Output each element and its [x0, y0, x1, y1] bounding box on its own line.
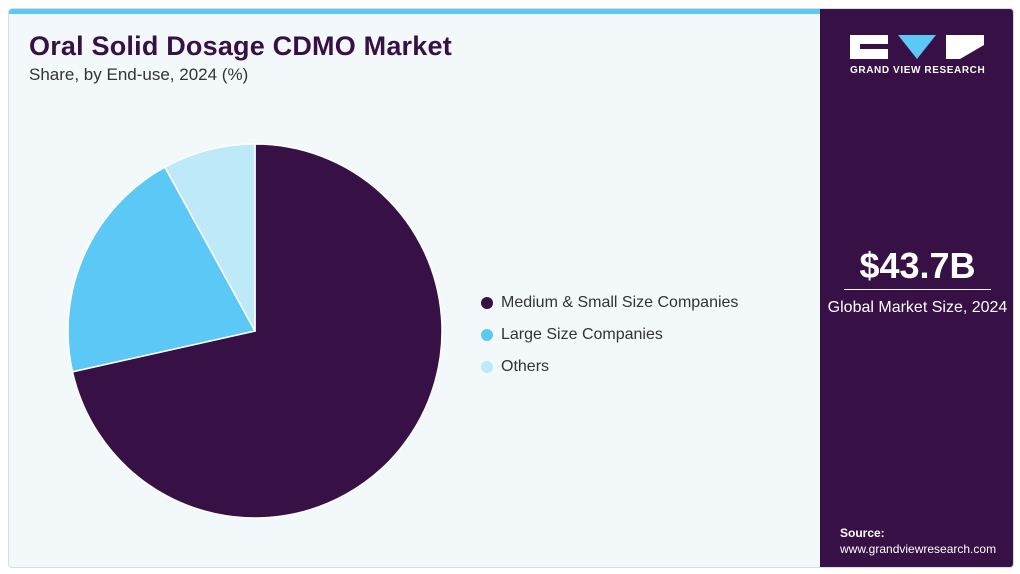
- chart-card: Oral Solid Dosage CDMO Market Share, by …: [8, 8, 1014, 568]
- brand-logo: GRAND VIEW RESEARCH: [850, 35, 990, 76]
- legend-swatch: [481, 329, 493, 341]
- pie-slice-others: [163, 143, 256, 332]
- chart-subtitle: Share, by End-use, 2024 (%): [29, 65, 249, 84]
- legend-label: Medium & Small Size Companies: [501, 294, 739, 311]
- market-size-value: $43.7B: [859, 245, 976, 286]
- logo-text: GRAND VIEW RESEARCH: [850, 65, 986, 76]
- legend-item-others: Others: [481, 351, 738, 383]
- divider: [844, 289, 991, 290]
- pie-svg: [67, 143, 443, 519]
- top-accent-bar: [9, 9, 820, 14]
- market-size-label: Global Market Size, 2024: [827, 299, 1008, 316]
- logo-v-icon: [898, 35, 936, 59]
- source-link[interactable]: www.grandviewresearch.com: [840, 542, 997, 556]
- pie-slice-large: [67, 166, 257, 373]
- pie-slice-medium-small: [71, 143, 443, 519]
- logo-mark-icon: [850, 35, 990, 59]
- legend-item-large: Large Size Companies: [481, 319, 738, 351]
- legend-item-medium-small: Medium & Small Size Companies: [481, 287, 738, 319]
- legend-swatch: [481, 297, 493, 309]
- legend-label: Large Size Companies: [501, 326, 663, 343]
- pie-chart: [55, 131, 455, 531]
- legend-label: Others: [501, 358, 550, 375]
- legend-swatch: [481, 361, 493, 373]
- chart-legend: Medium & Small Size Companies Large Size…: [481, 287, 738, 383]
- chart-title: Oral Solid Dosage CDMO Market: [29, 31, 452, 61]
- summary-panel: GRAND VIEW RESEARCH $43.7B Global Market…: [820, 9, 1013, 567]
- source-label: Source:: [840, 526, 885, 540]
- logo-g-icon: [850, 35, 888, 59]
- logo-r-icon: [946, 35, 984, 59]
